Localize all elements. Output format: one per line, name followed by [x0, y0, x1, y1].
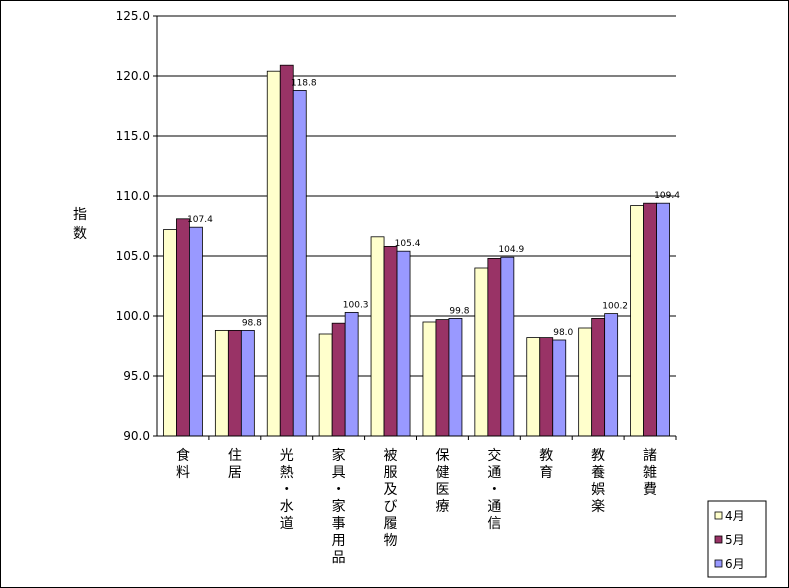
data-label: 99.8	[449, 306, 469, 316]
bar	[292, 90, 307, 437]
category-label: 被服及び履物	[384, 448, 398, 549]
bar	[370, 236, 385, 437]
bar	[279, 64, 294, 437]
data-label: 109.4	[654, 191, 680, 201]
bar	[500, 256, 515, 437]
bar	[344, 311, 359, 437]
bar	[539, 337, 554, 437]
bar	[214, 329, 229, 437]
y-tick-label: 100.0	[116, 309, 150, 323]
legend-label: 4月	[725, 509, 745, 523]
category-label: 家具・家事用品	[332, 447, 346, 566]
bar	[396, 250, 411, 437]
category-label: 諸雑費	[643, 448, 657, 498]
bar	[240, 329, 255, 437]
bar	[552, 339, 567, 437]
y-tick-label: 105.0	[116, 249, 150, 263]
axes	[153, 15, 677, 440]
bar	[383, 245, 398, 437]
y-tick-label: 120.0	[116, 69, 150, 83]
bar	[176, 218, 190, 437]
bar	[189, 226, 203, 437]
bar	[422, 321, 437, 437]
category-label: 保健医療	[435, 448, 449, 515]
data-label: 98.8	[242, 318, 262, 328]
bars	[163, 64, 670, 437]
category-label: 食料	[176, 447, 190, 481]
data-label: 104.9	[498, 245, 524, 255]
legend-label: 5月	[725, 533, 745, 547]
category-labels: 食料 住居 光熱・水道 家具・家事用品 被服及び履物 保健医療 交通・通信 教育 教養娯楽 諸雑費	[176, 447, 657, 566]
y-axis-label: 指数	[73, 207, 87, 242]
category-label: 教育	[539, 448, 553, 481]
data-label: 100.2	[602, 302, 628, 312]
y-tick-labels: 90.0 95.0 100.0 105.0 110.0 115.0 120.0 125.0	[116, 9, 150, 443]
data-labels: 107.4 98.8 118.8 100.3 105.4 99.8 104.9 98.0 100…	[187, 78, 680, 338]
data-label: 105.4	[395, 239, 421, 249]
y-axis-label-text: 指数	[73, 207, 87, 242]
bar	[448, 317, 463, 437]
bar	[318, 333, 333, 437]
bar	[487, 257, 502, 437]
legend: 4月 5月 6月	[707, 500, 767, 578]
bar	[643, 202, 657, 437]
y-tick-label: 115.0	[116, 129, 150, 143]
bar	[578, 327, 593, 437]
category-label: 光熱・水道	[280, 448, 294, 532]
category-label: 教養娯楽	[591, 448, 605, 515]
bar	[331, 322, 346, 437]
legend-swatch	[714, 535, 723, 544]
data-label: 98.0	[553, 328, 573, 338]
bar	[656, 202, 670, 437]
y-tick-label: 125.0	[116, 9, 150, 23]
y-tick-label: 110.0	[116, 189, 150, 203]
legend-label: 6月	[725, 557, 745, 571]
y-tick-label: 90.0	[123, 429, 150, 443]
legend-swatch	[714, 511, 723, 520]
category-label: 住居	[228, 448, 242, 481]
bar	[266, 70, 281, 437]
y-tick-label: 95.0	[123, 369, 150, 383]
category-label: 交通・通信	[487, 447, 501, 532]
data-label: 107.4	[187, 215, 213, 225]
bar	[163, 229, 177, 437]
legend-swatch	[714, 559, 723, 568]
bar	[591, 317, 606, 437]
data-label: 118.8	[291, 78, 317, 88]
bar	[604, 313, 619, 437]
bar	[526, 337, 541, 437]
data-label: 100.3	[343, 300, 369, 310]
bar	[474, 267, 489, 437]
bar	[630, 205, 644, 437]
bar	[435, 319, 450, 437]
bar	[227, 329, 242, 437]
